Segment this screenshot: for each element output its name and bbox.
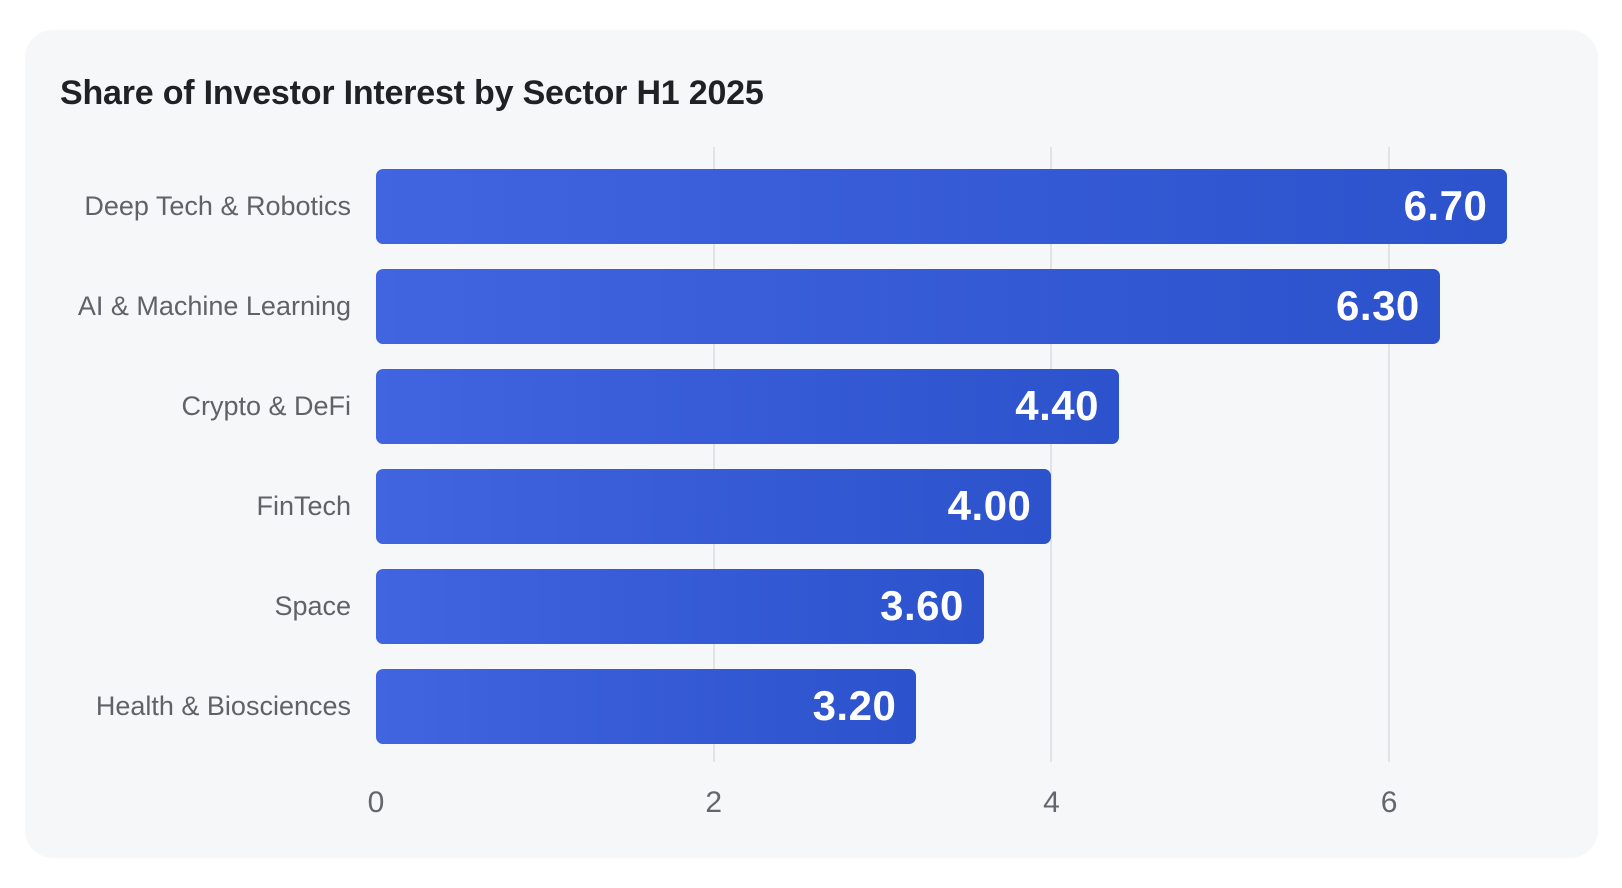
x-axis-tick-label: 0 [367, 786, 385, 819]
bar: 3.60 [376, 568, 984, 644]
category-label: Deep Tech & Robotics [84, 190, 351, 221]
bar: 6.70 [376, 168, 1508, 244]
gridlines [376, 147, 1558, 762]
bar-value-label: 4.40 [1015, 382, 1099, 429]
bar-value-label: 3.20 [812, 682, 897, 729]
bar: 4.40 [376, 368, 1119, 444]
bar: 6.30 [376, 268, 1440, 344]
bar: 4.00 [376, 468, 1052, 544]
category-label: Space [274, 590, 351, 621]
x-axis-tick-label: 4 [1043, 786, 1060, 819]
gridline [712, 147, 715, 762]
bar-row: FinTech 4.00 [25, 456, 1558, 556]
bar-rows: Deep Tech & Robotics 6.70 AI & Machine L… [25, 156, 1558, 756]
bar-row: AI & Machine Learning 6.30 [25, 256, 1558, 356]
bar-track: 6.30 [376, 268, 1558, 344]
x-axis-tick-label: 6 [1380, 786, 1398, 819]
bar-row: Deep Tech & Robotics 6.70 [25, 156, 1558, 256]
bar-track: 4.40 [376, 368, 1558, 444]
bar-value-label: 4.00 [947, 482, 1032, 529]
bar-row: Health & Biosciences 3.20 [25, 656, 1558, 756]
gridline [1050, 147, 1053, 762]
bar-value-label: 6.30 [1336, 282, 1420, 329]
bar-track: 6.70 [376, 168, 1558, 244]
category-label: Crypto & DeFi [181, 390, 351, 421]
x-axis: 0 2 4 6 [368, 782, 1558, 826]
gridline [1388, 147, 1391, 762]
chart-title: Share of Investor Interest by Sector H1 … [60, 74, 764, 112]
category-label: AI & Machine Learning [77, 290, 351, 321]
bar: 3.20 [376, 668, 917, 744]
category-label: FinTech [256, 490, 351, 521]
chart-card: Share of Investor Interest by Sector H1 … [25, 30, 1598, 858]
x-axis-tick-label: 2 [705, 786, 723, 819]
bar-track: 4.00 [376, 468, 1558, 544]
bar-value-label: 6.70 [1403, 182, 1488, 229]
bar-track: 3.60 [376, 568, 1558, 644]
bar-value-label: 3.60 [880, 582, 964, 629]
bar-row: Space 3.60 [25, 556, 1558, 656]
bar-track: 3.20 [376, 668, 1558, 744]
bar-row: Crypto & DeFi 4.40 [25, 356, 1558, 456]
category-label: Health & Biosciences [95, 690, 351, 721]
